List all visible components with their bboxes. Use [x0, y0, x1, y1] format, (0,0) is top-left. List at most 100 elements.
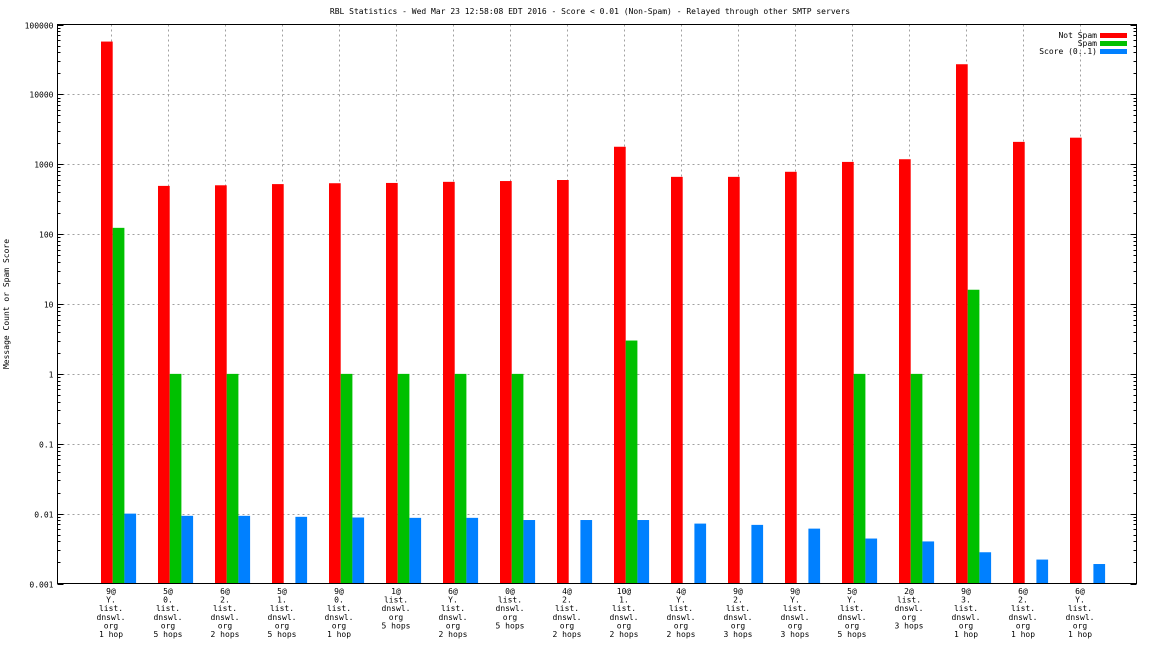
x-tick-label-line: 2. [220, 596, 230, 605]
bar-not-spam [386, 182, 398, 584]
bar-score-0-1 [1093, 564, 1106, 584]
bar-score-0-1 [466, 517, 479, 584]
legend-label: Spam [1078, 39, 1097, 48]
x-tick-label-line: list. [156, 604, 180, 613]
x-tick-label-line: org [389, 613, 404, 622]
x-tick-label-line: dnswl. [1066, 613, 1095, 622]
x-tick-label-line: dnswl. [325, 613, 354, 622]
y-tick-label: 1000 [34, 161, 53, 170]
y-tick-label: 1 [49, 371, 54, 380]
bar-not-spam [899, 159, 911, 584]
x-tick-label-line: Y. [1075, 596, 1085, 605]
y-tick-label: 10 [44, 301, 54, 310]
x-tick-label-line: 3 hops [895, 621, 924, 630]
bar-score-0-1 [979, 552, 992, 584]
x-tick-label-line: 5 hops [154, 630, 183, 639]
x-tick-label-line: org [845, 621, 860, 630]
legend-label: Score (0..1) [1039, 47, 1097, 56]
x-tick-label-line: dnswl. [211, 613, 240, 622]
bar-spam [169, 373, 182, 584]
bar-not-spam [329, 183, 341, 584]
x-tick-label-line: 2 hops [439, 630, 468, 639]
bar-not-spam [1070, 137, 1082, 584]
x-tick-label-line: 3 hops [724, 630, 753, 639]
x-tick-label-line: org [332, 621, 347, 630]
x-tick-label-line: 5 hops [838, 630, 867, 639]
x-tick-label-line: org [788, 621, 803, 630]
x-tick-label-line: dnswl. [724, 613, 753, 622]
x-tick-label-line: org [446, 621, 461, 630]
bar-spam [910, 373, 923, 584]
legend-swatch [1100, 41, 1127, 46]
bar-not-spam [614, 146, 626, 584]
x-tick-label-line: org [560, 621, 575, 630]
x-tick-label-line: dnswl. [154, 613, 183, 622]
x-tick-label-line: org [731, 621, 746, 630]
x-tick-label-line: 9@ [961, 587, 971, 596]
y-tick-label: 100 [39, 231, 54, 240]
x-tick-label-line: 2 hops [553, 630, 582, 639]
y-axis: 0.001 0.01 0.1 1 10 100 1000 10000 100000 [25, 22, 1137, 590]
x-tick-label-line: dnswl. [553, 613, 582, 622]
x-tick-label-line: dnswl. [610, 613, 639, 622]
x-tick-label-line: 4@ [562, 587, 572, 596]
bar-score-0-1 [865, 538, 878, 584]
bar-score-0-1 [751, 524, 764, 584]
x-tick-label-line: org [161, 621, 176, 630]
bar-not-spam [1013, 141, 1025, 584]
bar-not-spam [557, 180, 569, 584]
x-tick-label-line: 0@ [505, 587, 515, 596]
x-tick-label-line: list. [954, 604, 978, 613]
x-tick-label-line: org [275, 621, 290, 630]
bar-score-0-1 [523, 520, 536, 584]
bar-not-spam [215, 185, 227, 584]
x-tick-label-line: dnswl. [496, 604, 525, 613]
x-tick-label-line: 1 hop [1068, 630, 1092, 639]
x-tick-label-line: 3. [961, 596, 971, 605]
bar-spam [511, 373, 524, 584]
x-tick-label-line: org [1073, 621, 1088, 630]
y-tick-label: 0.1 [39, 441, 54, 450]
x-tick-label-line: 9@ [790, 587, 800, 596]
x-tick-label-line: list. [498, 596, 522, 605]
x-tick-label-line: 6@ [1018, 587, 1028, 596]
x-tick-label-line: org [1016, 621, 1031, 630]
x-tick-label-line: 2. [733, 596, 743, 605]
x-tick-label-line: 1 hop [954, 630, 978, 639]
bar-score-0-1 [352, 517, 365, 584]
x-tick-label-line: 1@ [391, 587, 401, 596]
x-tick-label-line: list. [441, 604, 465, 613]
y-tick-label: 100000 [25, 22, 54, 31]
x-tick-label-line: 1 hop [99, 630, 123, 639]
x-tick-label-line: dnswl. [952, 613, 981, 622]
x-tick-label-line: list. [1068, 604, 1092, 613]
bar-not-spam [956, 64, 968, 584]
x-tick-label-line: 5 hops [496, 621, 525, 630]
bar-not-spam [101, 41, 113, 584]
x-tick-label-line: org [104, 621, 119, 630]
x-tick-label-line: dnswl. [439, 613, 468, 622]
bar-score-0-1 [124, 513, 137, 584]
x-tick-label-line: list. [384, 596, 408, 605]
legend-swatch [1100, 49, 1127, 54]
x-tick-label-line: list. [897, 596, 921, 605]
x-tick-label-line: Y. [847, 596, 857, 605]
x-tick-label-line: 2@ [904, 587, 914, 596]
bar-score-0-1 [295, 516, 308, 584]
x-tick-label-line: Y. [106, 596, 116, 605]
x-tick-label-line: 6@ [1075, 587, 1085, 596]
x-tick-label-line: 5@ [163, 587, 173, 596]
x-tick-label-line: org [674, 621, 689, 630]
y-tick-label: 0.01 [34, 511, 53, 520]
bar-score-0-1 [637, 520, 650, 584]
